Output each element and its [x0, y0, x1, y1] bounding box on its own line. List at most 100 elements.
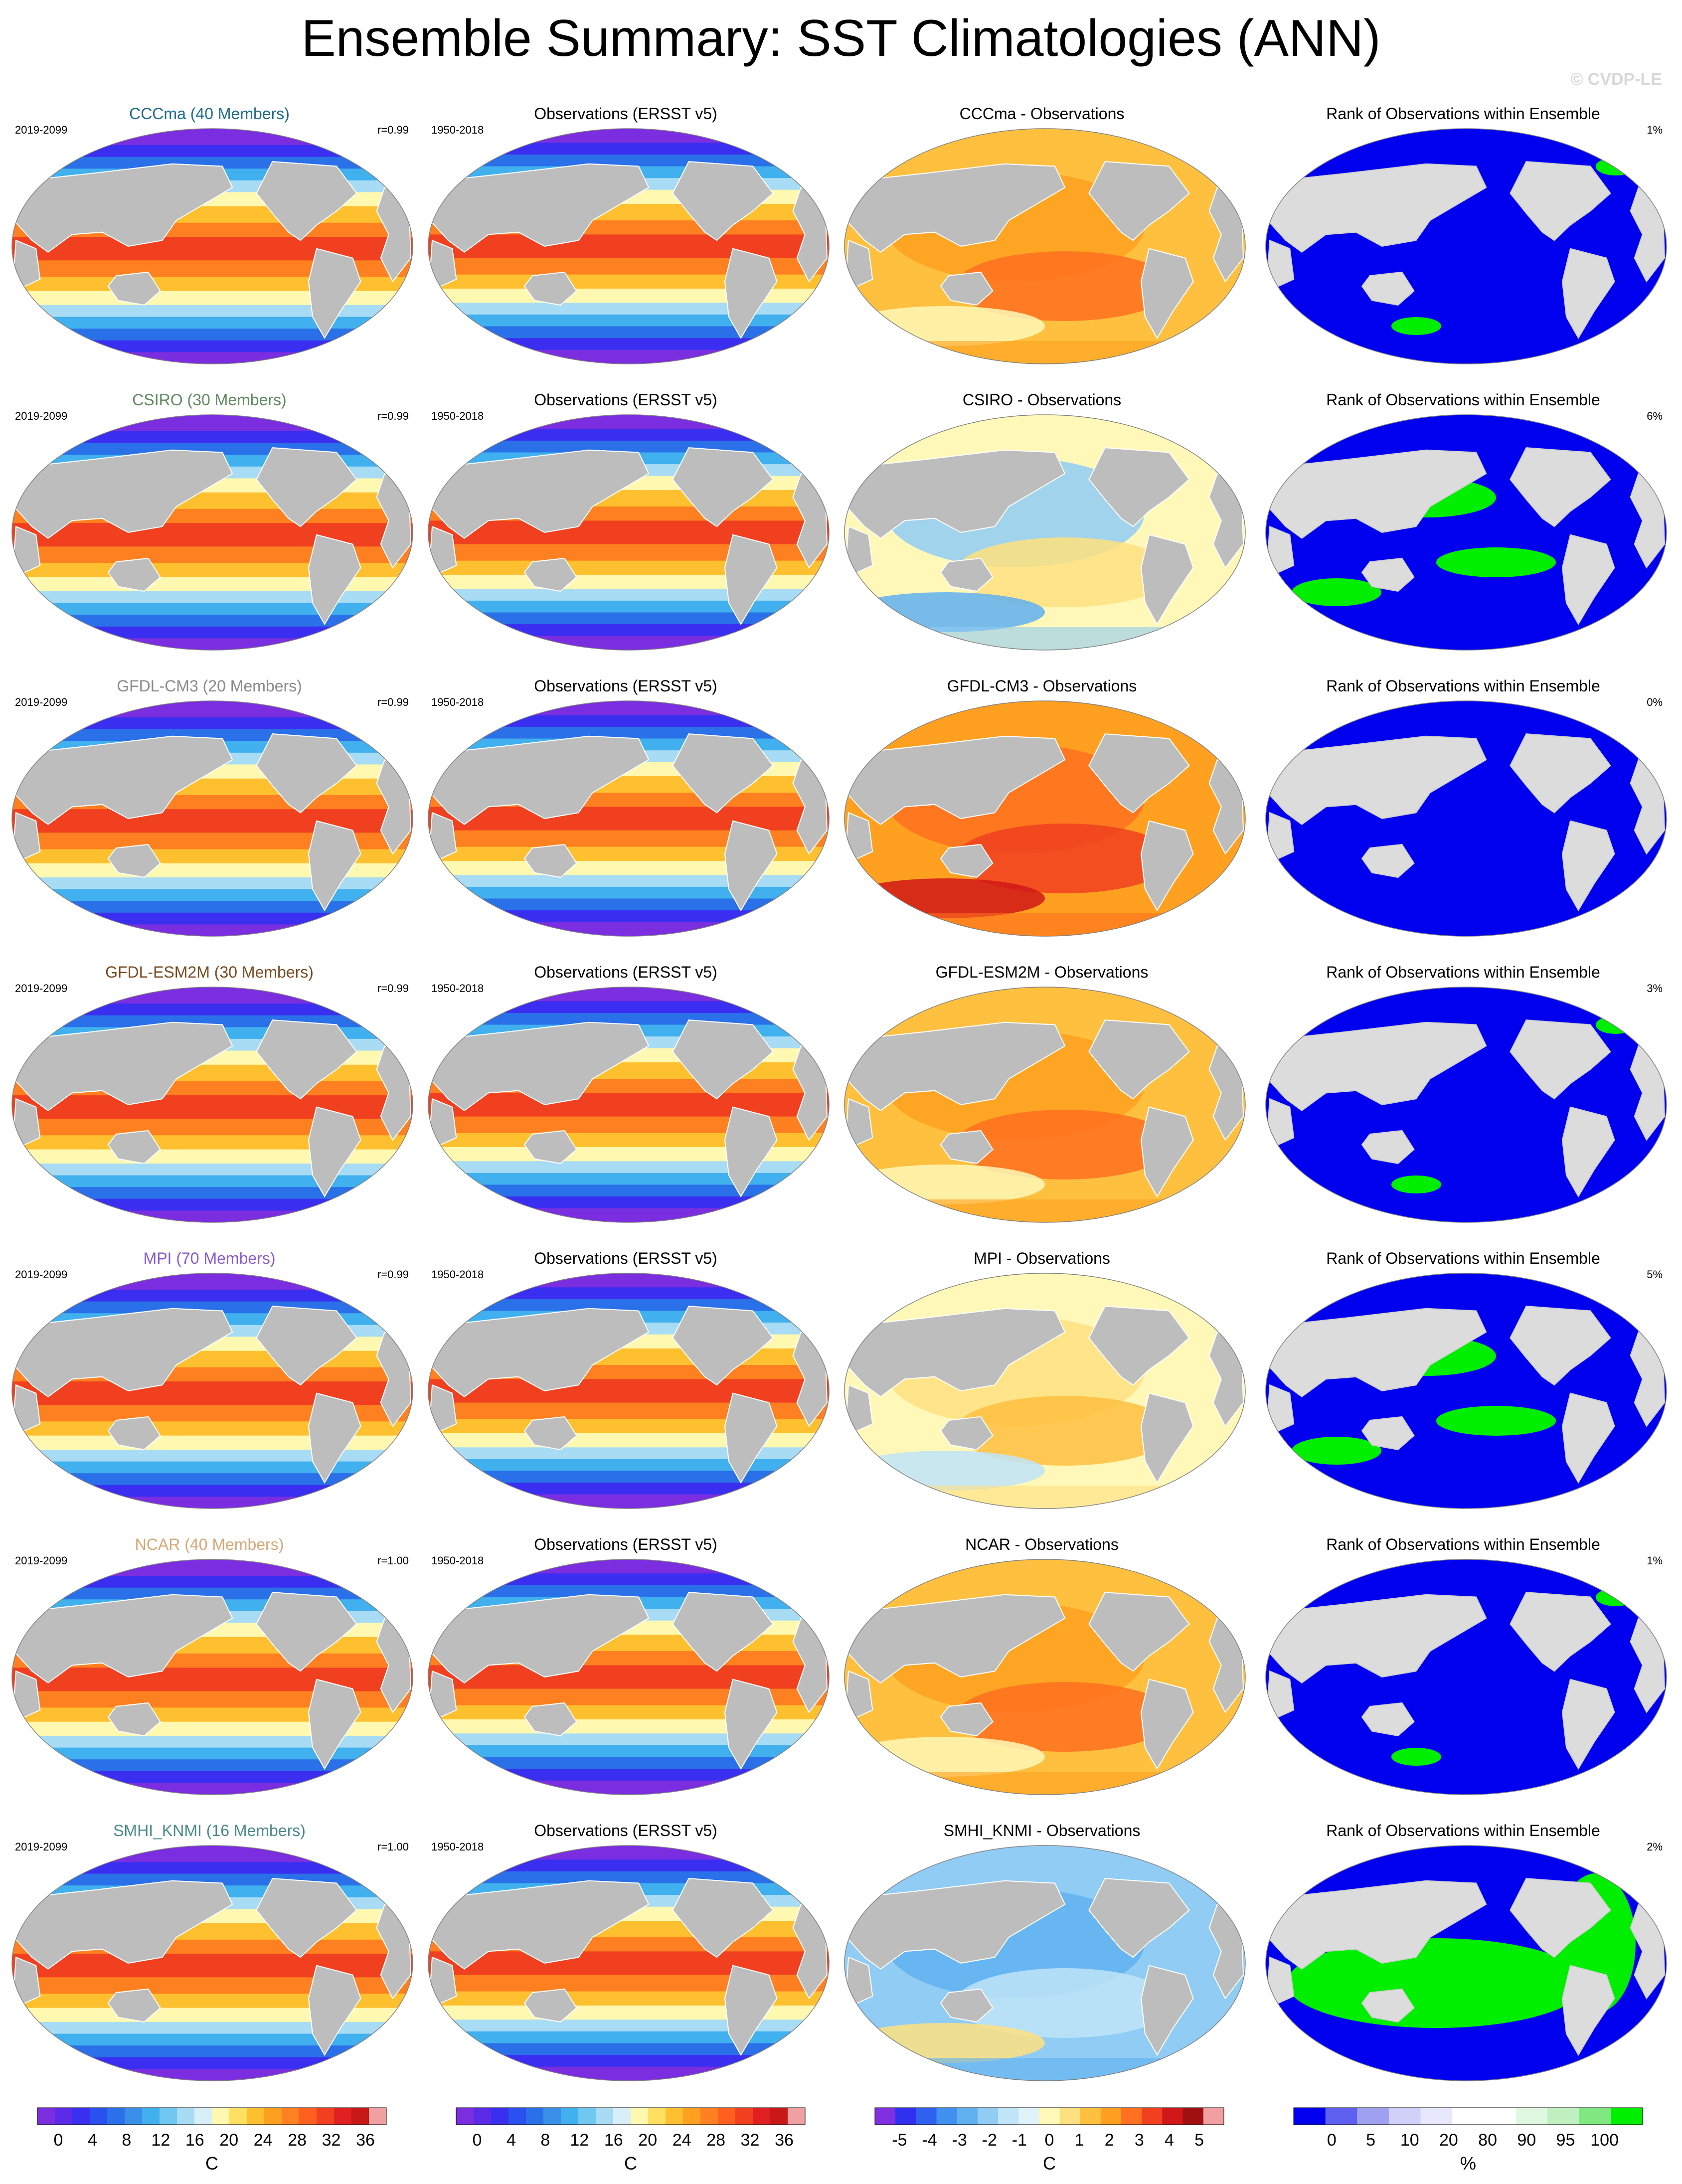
colorbar-tick-label: 16: [604, 2131, 623, 2150]
colorbar-swatch: [936, 2108, 958, 2125]
colorbar-tick-label: 32: [322, 2131, 341, 2150]
pattern-correlation: r=1.00: [377, 1554, 409, 1567]
obs-period: 1950-2018: [431, 124, 484, 136]
colorbar-tick-label: 95: [1556, 2131, 1575, 2150]
diff-map: [843, 1271, 1246, 1511]
model-map: [11, 985, 414, 1224]
rank-map: [1265, 128, 1667, 364]
model-map: [11, 1557, 414, 1797]
rank-panel: Rank of Observations within Ensemble 3%: [1259, 958, 1668, 1244]
colorbar-swatch: [700, 2108, 718, 2125]
colorbar-swatch: [895, 2108, 916, 2125]
diff-panel: GFDL-CM3 - Observations: [838, 672, 1246, 958]
colorbar-swatch: [957, 2108, 978, 2125]
rank-percent: 1%: [1647, 1554, 1663, 1567]
colorbar-swatch: [160, 2108, 177, 2125]
colorbar-swatch: [491, 2108, 509, 2125]
rank-title: Rank of Observations within Ensemble: [1326, 677, 1600, 695]
pattern-correlation: r=0.99: [377, 696, 409, 708]
colorbar-swatch: [1452, 2108, 1485, 2125]
rank-map: [1265, 1559, 1667, 1795]
colorbar-swatch: [648, 2108, 666, 2125]
rank-map: [1265, 1844, 1668, 2083]
colorbar-tick-label: 90: [1517, 2131, 1536, 2150]
difference-map: [844, 987, 1246, 1223]
diff-map: [843, 699, 1246, 938]
colorbar-swatch: [666, 2108, 683, 2125]
colorbar-swatch: [1142, 2108, 1163, 2125]
colorbar-tick-label: 12: [570, 2131, 589, 2150]
colorbar-swatch: [1294, 2108, 1326, 2125]
diff-panel: GFDL-ESM2M - Observations: [838, 958, 1246, 1244]
colorbar-tick-label: 4: [506, 2131, 516, 2150]
diff-map: [843, 1557, 1246, 1797]
obs-map: [427, 699, 830, 938]
diff-panel: CCCma - Observations: [838, 100, 1246, 386]
rank-map: [1265, 1557, 1668, 1797]
colorbar-tick-label: 20: [219, 2131, 238, 2150]
colorbar-tick-label: 24: [673, 2131, 691, 2150]
sst-map: [428, 1845, 830, 2081]
colorbar-svg: 0 4 8 12 16 20 24 28 32 36 C: [37, 2107, 387, 2174]
colorbar-tick-label: 12: [151, 2131, 170, 2150]
colorbar-swatch: [631, 2108, 649, 2125]
obs-title: Observations (ERSST v5): [534, 677, 717, 695]
model-title: GFDL-CM3 (20 Members): [117, 677, 302, 695]
rank-panel: Rank of Observations within Ensemble 5%: [1259, 1244, 1668, 1530]
colorbar-tick-label: 10: [1400, 2131, 1419, 2150]
obs-map: [427, 985, 830, 1224]
model-title: NCAR (40 Members): [135, 1535, 284, 1553]
obs-map: [427, 1271, 830, 1511]
colorbar-swatch: [317, 2108, 335, 2125]
model-period: 2019-2099: [15, 982, 68, 995]
colorbar-tick-label: -3: [952, 2131, 967, 2150]
model-title: SMHI_KNMI (16 Members): [113, 1822, 306, 1840]
colorbar-tick-label: 3: [1135, 2131, 1144, 2150]
colorbar-swatch: [543, 2108, 561, 2125]
colorbar-swatch: [1203, 2108, 1224, 2125]
difference-map: [844, 414, 1246, 651]
colorbar-tick-label: 20: [638, 2131, 657, 2150]
diff-title: MPI - Observations: [974, 1249, 1110, 1267]
diff-title: CCCma - Observations: [959, 105, 1125, 123]
pattern-correlation: r=0.99: [377, 124, 409, 136]
colorbar-swatch: [561, 2108, 579, 2125]
pattern-correlation: r=0.99: [377, 410, 409, 422]
colorbar-swatch: [107, 2108, 125, 2125]
colorbar-swatch: [1100, 2108, 1122, 2125]
sst-map: [11, 128, 413, 364]
colorbar-swatch: [247, 2108, 265, 2125]
rank-map: [1265, 1273, 1667, 1509]
colorbar-swatch: [977, 2108, 999, 2125]
colorbar-tick-label: 2: [1105, 2131, 1114, 2150]
rank-title: Rank of Observations within Ensemble: [1326, 1822, 1600, 1840]
model-period: 2019-2099: [15, 124, 68, 136]
colorbar-swatch: [177, 2108, 195, 2125]
model-title: GFDL-ESM2M (30 Members): [105, 963, 314, 981]
colorbar-unit-label: C: [624, 2153, 637, 2174]
rank-map: [1265, 699, 1668, 938]
colorbar-swatch: [1018, 2108, 1039, 2125]
sst-map: [11, 414, 413, 651]
model-panel: MPI (70 Members) 2019-2099 r=0.99: [5, 1244, 414, 1530]
colorbar-swatch: [264, 2108, 282, 2125]
obs-title: Observations (ERSST v5): [534, 1249, 717, 1267]
colorbar-tick-label: 0: [54, 2131, 63, 2150]
colorbar-tick-label: 28: [288, 2131, 307, 2150]
diff-map: [843, 127, 1246, 366]
model-panel: CCCma (40 Members) 2019-2099 r=0.99: [5, 100, 414, 386]
colorbar-swatch: [90, 2108, 108, 2125]
colorbar-tick-label: 16: [185, 2131, 204, 2150]
obs-title: Observations (ERSST v5): [534, 105, 717, 123]
sst-map: [428, 1559, 830, 1795]
model-panel: NCAR (40 Members) 2019-2099 r=1.00: [5, 1530, 414, 1817]
diff-panel: CSIRO - Observations: [838, 386, 1246, 672]
rank-percent: 5%: [1647, 1268, 1663, 1281]
model-map: [11, 127, 414, 366]
colorbar-unit-label: C: [1043, 2153, 1056, 2174]
colorbar-tick-label: 8: [540, 2131, 550, 2150]
obs-panel: Observations (ERSST v5) 1950-2018: [421, 672, 830, 958]
obs-panel: Observations (ERSST v5) 1950-2018: [421, 1244, 830, 1530]
colorbar-tick-label: 0: [1045, 2131, 1054, 2150]
colorbar-swatch: [299, 2108, 317, 2125]
